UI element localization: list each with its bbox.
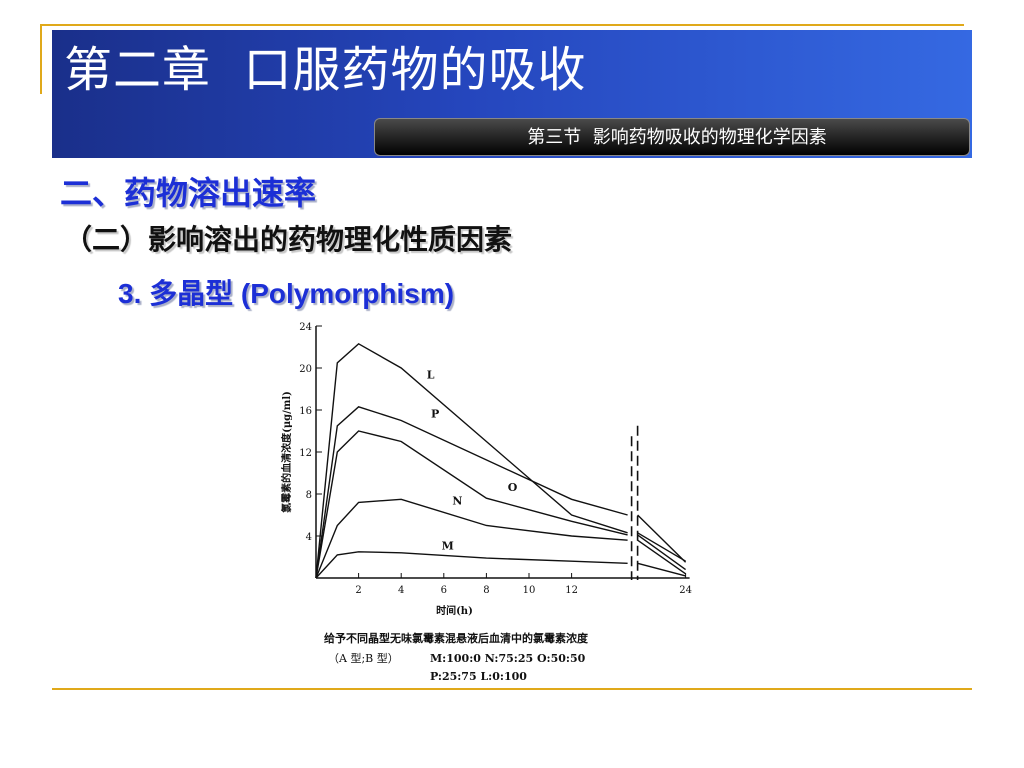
y-tick-label: 12 (299, 448, 312, 459)
topic-heading: 3. 多晶型 (Polymorphism) (118, 278, 455, 309)
y-tick-label: 16 (299, 406, 312, 417)
x-tick-label: 6 (441, 585, 447, 596)
series-label-L: L (427, 369, 435, 382)
series-label-N: N (452, 495, 462, 508)
x-tick-label: 2 (355, 585, 361, 596)
bottom-decorative-rule (52, 688, 972, 690)
caption-line-3: P:25:75 L:0:100 (430, 670, 527, 683)
y-tick-label: 4 (306, 532, 312, 543)
series-label-P: P (431, 407, 439, 420)
series-label-O: O (508, 481, 518, 494)
section-heading: 二、药物溶出速率 (60, 174, 317, 212)
series-label-M: M (442, 540, 454, 553)
series-line-P (315, 406, 628, 579)
subsection-heading: （二）影响溶出的药物理化性质因素 (64, 223, 513, 256)
section-label-box: 第三节 影响药物吸收的物理化学因素 (374, 118, 970, 156)
y-axis-label: 氯霉素的血清浓度(μg/ml) (280, 391, 293, 513)
x-axis-label: 时间(h) (436, 604, 473, 617)
left-decorative-rule (40, 24, 42, 94)
polymorphism-figure: 4 8 12 16 20 24 2 4 6 8 10 12 24 L P O N M 氯霉素的血清浓度(μg/ml)… (270, 312, 730, 692)
top-decorative-rule (40, 24, 964, 26)
y-tick-label: 20 (299, 364, 312, 375)
series-line-tail-O (637, 534, 687, 571)
series-line-tail-L (637, 532, 686, 562)
caption-line-1: 给予不同晶型无味氯霉素混悬液后血清中的氯霉素浓度 (324, 631, 589, 645)
y-tick-label: 8 (306, 490, 312, 501)
slide-title: 第二章 口服药物的吸收 (64, 42, 587, 98)
series-line-tail-N (637, 539, 687, 575)
x-tick-label: 10 (523, 585, 536, 596)
series-line-tail-P (637, 514, 687, 563)
section-label: 第三节 影响药物吸收的物理化学因素 (527, 127, 827, 148)
caption-line-2-values: M:100:0 N:75:25 O:50:50 (430, 652, 586, 665)
series-line-N (315, 498, 628, 579)
series-line-tail-M (637, 562, 686, 577)
x-tick-label: 12 (565, 585, 578, 596)
x-tick-label: 4 (398, 585, 404, 596)
x-tick-label: 24 (679, 585, 692, 596)
y-tick-label: 24 (299, 322, 312, 333)
series-line-L (315, 342, 628, 579)
caption-line-2-label: （A 型;B 型） (328, 651, 399, 665)
series-line-M (315, 551, 628, 579)
series-line-O (315, 430, 628, 579)
x-tick-label: 8 (483, 585, 489, 596)
